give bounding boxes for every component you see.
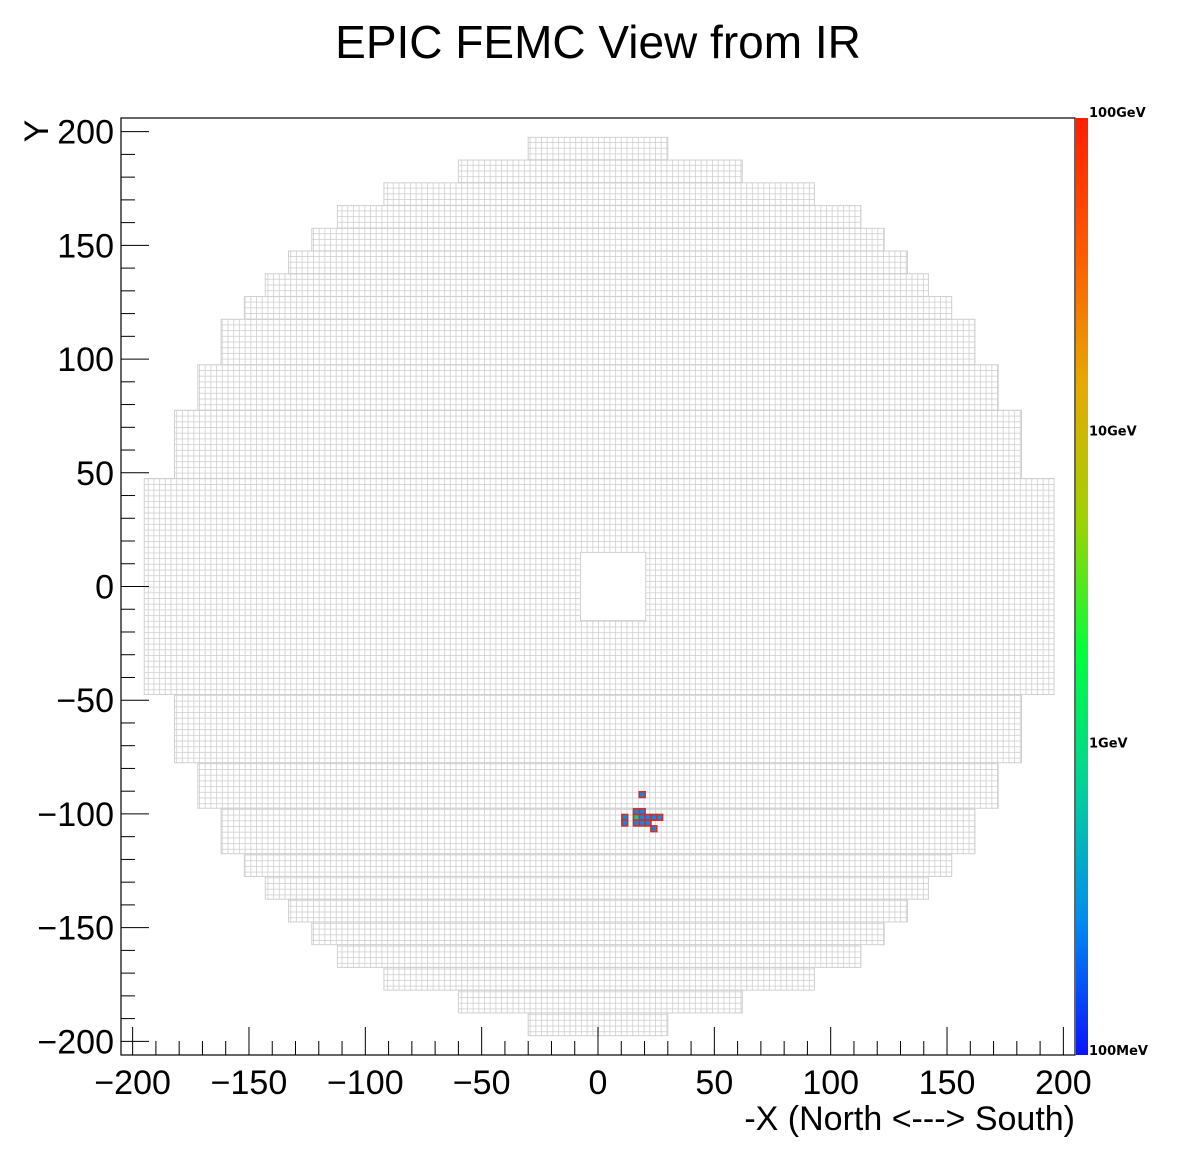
detector-cell-grid	[143, 136, 1055, 1037]
detector-row-13	[197, 762, 999, 809]
hit-cell-7	[644, 813, 652, 821]
y-tick-label: −150	[37, 910, 114, 948]
y-axis-label: Y	[18, 120, 56, 143]
hit-cell-8	[650, 813, 658, 821]
colorbar-labels: 100MeV 1GeV 10GeV 100GeV	[1089, 106, 1148, 1059]
y-tick-label: −200	[37, 1023, 114, 1061]
hit-cell-0	[638, 790, 646, 799]
x-tick-label: −200	[94, 1064, 171, 1102]
y-tick-label: 0	[95, 569, 114, 607]
detector-row-20	[383, 966, 815, 991]
x-tick-label: 150	[919, 1064, 976, 1102]
y-axis-ticks: −200 −150 −100 −50 0 50 100 150 200	[37, 114, 149, 1061]
detector-row-1	[457, 159, 743, 184]
detector-row-7	[243, 296, 953, 320]
beam-pipe-hole	[580, 551, 647, 622]
chart-title: EPIC FEMC View from IR	[335, 16, 861, 68]
hit-cell-3	[632, 813, 641, 821]
y-tick-label: 100	[57, 341, 114, 379]
x-tick-label: −50	[453, 1064, 511, 1102]
colorbar-label: 10GeV	[1089, 424, 1137, 439]
detector-row-17	[288, 898, 908, 923]
detector-row-5	[288, 250, 908, 275]
y-tick-label: 150	[57, 227, 114, 265]
x-axis-label: -X (North <---> South)	[744, 1100, 1075, 1138]
colorbar	[1076, 118, 1088, 1055]
y-tick-label: −50	[56, 682, 114, 720]
detector-row-3	[336, 205, 862, 229]
hit-cell-1	[632, 808, 641, 816]
x-axis-ticks: −200 −150 −100 −50 0 50 100 150 200	[94, 1027, 1092, 1102]
detector-row-9	[197, 364, 999, 411]
colorbar-label: 100GeV	[1089, 106, 1146, 121]
x-tick-label: 50	[695, 1064, 733, 1102]
hit-cell-11	[638, 819, 646, 827]
detector-row-18	[311, 921, 885, 946]
detector-row-10	[174, 409, 1022, 479]
x-tick-label: −100	[327, 1064, 404, 1102]
x-tick-label: −150	[211, 1064, 288, 1102]
detector-row-19	[336, 944, 862, 968]
hit-cell-9	[655, 813, 664, 821]
hit-cell-6	[621, 819, 629, 827]
colorbar-label: 100MeV	[1089, 1044, 1148, 1059]
hit-cell-13	[650, 825, 658, 833]
detector-row-8	[220, 318, 976, 366]
x-tick-label: 200	[1035, 1064, 1092, 1102]
detector-row-14	[220, 807, 976, 855]
x-tick-label: 100	[802, 1064, 859, 1102]
y-tick-label: −100	[37, 796, 114, 834]
y-tick-label: 50	[76, 455, 114, 493]
detector-row-21	[457, 989, 743, 1014]
y-tick-label: 200	[57, 114, 114, 152]
x-tick-label: 0	[589, 1064, 608, 1102]
detector-row-4	[311, 227, 885, 252]
detector-row-6	[264, 273, 929, 298]
detector-row-0	[527, 136, 669, 161]
hit-cell-2	[638, 808, 646, 816]
detector-row-12	[174, 694, 1022, 764]
detector-row-2	[383, 182, 815, 207]
hit-cell-10	[632, 819, 641, 827]
hit-cells	[621, 790, 664, 833]
hit-cell-12	[644, 819, 652, 827]
detector-row-16	[264, 875, 929, 900]
hit-cell-4	[638, 813, 646, 821]
detector-row-15	[243, 853, 953, 877]
hit-cell-5	[621, 813, 629, 821]
colorbar-label: 1GeV	[1089, 737, 1128, 752]
